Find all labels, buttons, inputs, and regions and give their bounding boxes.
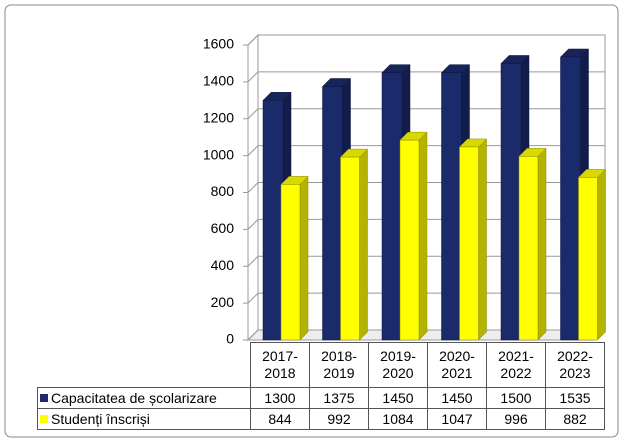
chart-border [4,4,619,438]
legend-cell: Capacitatea de școlarizare [37,387,251,409]
bar-front [441,72,462,341]
y-tick-label: 0 [226,331,234,347]
category-cell: 2018-2019 [309,342,369,388]
x-tick-label: 2022-2023 [557,348,593,381]
value-cell: 844 [250,408,310,430]
bar [518,147,547,341]
y-tick-label: 600 [211,220,235,236]
legend-swatch [40,394,48,402]
category-cell: 2017-2018 [250,342,310,388]
grid-line [247,218,605,230]
bar [577,168,607,341]
value-cell: 1300 [250,387,310,409]
value-cell: 996 [486,408,546,430]
legend-label: Studenți înscriși [51,411,150,427]
category-cell: 2019-2020 [368,342,428,388]
legend-swatch [40,415,48,423]
y-tick-label: 1400 [203,73,234,89]
bar-front [280,184,301,341]
category-cell: 2020-2021 [427,342,487,388]
grid-line [247,255,605,267]
bar [339,148,369,341]
grid-line [247,292,605,304]
table-row: Studenți înscriși 844 992 1084 1047 996 882 [37,408,605,430]
bar [280,175,309,341]
y-tick-label: 1200 [203,109,234,125]
bar-front [459,146,479,341]
y-tick-label: 800 [211,183,235,199]
x-tick-label: 2021-2022 [498,348,534,381]
grid-line [247,34,605,46]
value-cell: 1450 [427,387,487,409]
y-tick-label: 1600 [203,36,234,52]
table-row: Capacitatea de școlarizare 1300 1375 1450 14… [37,387,605,409]
x-tick-label: 2019-2020 [380,348,416,381]
grid-line [247,182,605,193]
data-table: 2017-2018 2018-2019 2019-2020 2020-2021 2021… [37,342,605,430]
bar-front [381,72,403,341]
value-cell: 882 [545,408,605,430]
y-tick-label: 400 [211,257,235,273]
y-tick-label: 200 [211,294,235,310]
table-header-row: 2017-2018 2018-2019 2019-2020 2020-2021 2021… [38,342,605,388]
bar-side [418,131,428,341]
x-tick-label: 2018-2019 [321,348,357,381]
grid-line [247,71,605,83]
bar-side [359,148,368,341]
bar [458,138,488,341]
grid-line [247,329,605,341]
value-cell: 1084 [368,408,428,430]
blank-cell [38,343,251,388]
bar-front [578,177,598,341]
bar-side [537,147,547,341]
category-cell: 2022-2023 [545,342,605,388]
bar-front [340,156,360,341]
bar-front [262,100,284,341]
value-cell: 1450 [368,387,428,409]
value-cell: 1047 [427,408,487,430]
bar-front [518,156,539,341]
value-cell: 1500 [486,387,546,409]
bar-side [478,138,487,341]
bar-side [597,168,606,341]
bar [399,131,428,341]
bar-front [322,86,343,341]
legend-cell: Studenți înscriși [37,408,251,430]
value-cell: 1535 [545,387,605,409]
grid-line [247,145,605,156]
x-tick-label: 2017-2018 [262,348,298,381]
bar-front [560,56,581,341]
value-cell: 992 [309,408,369,430]
category-cell: 2021-2022 [486,342,546,388]
grid-line [247,108,605,120]
bar-side [299,175,309,341]
bar-front [399,139,420,341]
legend-label: Capacitatea de școlarizare [51,390,217,406]
y-tick-label: 1000 [203,146,234,162]
x-tick-label: 2020-2021 [439,348,475,381]
bar-front [500,63,522,341]
value-cell: 1375 [309,387,369,409]
